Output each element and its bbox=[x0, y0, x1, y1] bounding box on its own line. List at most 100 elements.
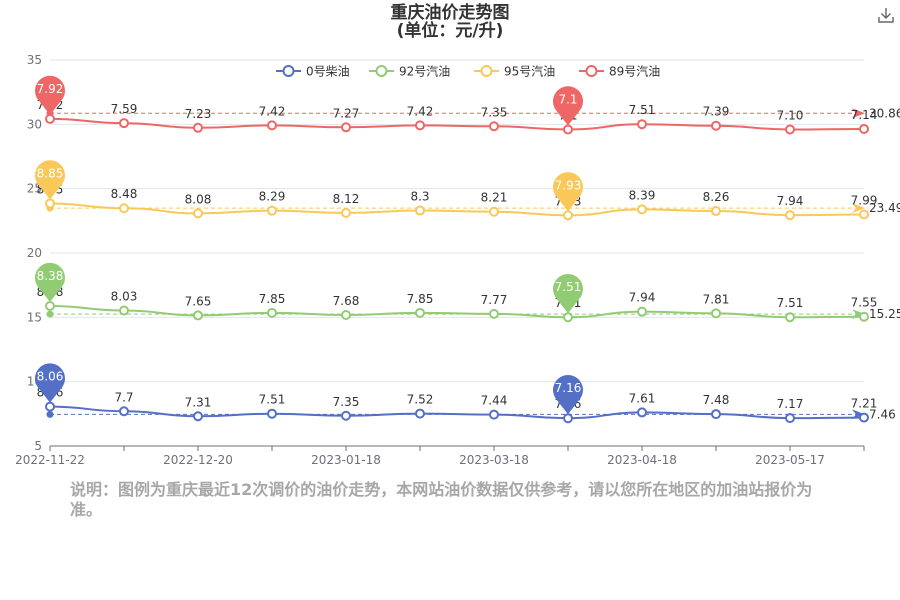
x-tick-label: 2022-12-20 bbox=[163, 453, 233, 467]
data-label: 8.3 bbox=[410, 190, 429, 204]
data-point bbox=[45, 401, 55, 412]
data-point bbox=[637, 407, 647, 418]
max-marker-label: 8.85 bbox=[37, 166, 64, 180]
data-point bbox=[119, 305, 129, 316]
x-tick-label: 2023-01-18 bbox=[311, 453, 381, 467]
data-label: 7.99 bbox=[851, 194, 878, 208]
min-marker-pin bbox=[553, 375, 583, 415]
y-tick-label: 25 bbox=[27, 182, 42, 196]
data-label: 7.14 bbox=[851, 108, 878, 122]
y-tick-label: 15 bbox=[27, 310, 42, 324]
data-label: 8.03 bbox=[111, 290, 138, 304]
series-line bbox=[49, 202, 865, 217]
data-point bbox=[489, 121, 499, 132]
min-marker-label: 7.16 bbox=[555, 381, 582, 395]
data-label: 7.7 bbox=[114, 390, 133, 404]
data-point bbox=[45, 301, 55, 312]
data-point bbox=[119, 406, 129, 417]
data-point bbox=[119, 203, 129, 214]
data-label: 7.31 bbox=[185, 395, 212, 409]
y-tick-label: 35 bbox=[27, 53, 42, 67]
data-label: 7.51 bbox=[629, 103, 656, 117]
data-point bbox=[785, 413, 795, 424]
x-tick-label: 2023-03-18 bbox=[459, 453, 529, 467]
data-label: 7.42 bbox=[259, 104, 286, 118]
series-line bbox=[49, 305, 865, 319]
data-label: 7.65 bbox=[185, 294, 212, 308]
data-point bbox=[859, 209, 869, 220]
data-point bbox=[341, 310, 351, 321]
data-label: 7.10 bbox=[777, 108, 804, 122]
average-label: 23.49 bbox=[869, 201, 900, 215]
data-point bbox=[267, 120, 277, 131]
max-marker-pin bbox=[35, 75, 65, 115]
average-label: 15.25 bbox=[869, 307, 900, 321]
data-point bbox=[711, 308, 721, 319]
data-point bbox=[415, 120, 425, 131]
data-label: 8.48 bbox=[111, 187, 138, 201]
data-label: 8.08 bbox=[185, 192, 212, 206]
max-marker-pin bbox=[35, 160, 65, 200]
min-marker-pin bbox=[553, 86, 583, 126]
min-marker-label: 7.51 bbox=[555, 280, 582, 294]
x-tick-label: 2023-05-17 bbox=[755, 453, 825, 467]
data-point bbox=[711, 120, 721, 131]
average-label: 7.46 bbox=[869, 407, 896, 421]
data-label: 7.68 bbox=[333, 294, 360, 308]
data-label: 7.21 bbox=[851, 397, 878, 411]
max-marker-pin bbox=[35, 363, 65, 403]
data-point bbox=[193, 122, 203, 133]
data-point bbox=[637, 119, 647, 130]
data-point bbox=[711, 206, 721, 217]
data-label: 8.29 bbox=[259, 190, 286, 204]
legend-swatch-dot bbox=[282, 65, 295, 77]
data-label: 7.55 bbox=[851, 296, 878, 310]
x-tick-label: 2022-11-22 bbox=[15, 453, 85, 467]
average-label: 30.86 bbox=[869, 106, 900, 120]
data-point bbox=[489, 206, 499, 217]
data-point bbox=[267, 408, 277, 419]
data-label: 7.61 bbox=[629, 391, 656, 405]
data-point bbox=[637, 306, 647, 317]
max-marker-label: 7.92 bbox=[37, 82, 64, 96]
data-label: 8.26 bbox=[703, 190, 730, 204]
data-label: 7.52 bbox=[407, 393, 434, 407]
data-point bbox=[45, 113, 55, 124]
data-point bbox=[119, 118, 129, 129]
average-start-dot bbox=[46, 310, 54, 318]
legend-label: 89号汽油 bbox=[609, 64, 660, 79]
data-point bbox=[563, 124, 573, 135]
data-point bbox=[785, 124, 795, 135]
data-label: 7.51 bbox=[259, 393, 286, 407]
data-point bbox=[859, 311, 869, 322]
average-arrow bbox=[852, 309, 865, 320]
data-point bbox=[489, 308, 499, 319]
data-point bbox=[785, 312, 795, 323]
data-point bbox=[563, 413, 573, 424]
chart-title: 重庆油价走势图 bbox=[390, 3, 510, 23]
chart-footnote: 说明：图例为重庆最近12次调价的油价走势，本网站油价数据仅供参考，请以您所在地区… bbox=[70, 480, 813, 519]
data-label: 7.17 bbox=[777, 397, 804, 411]
data-point bbox=[193, 411, 203, 422]
data-label: 7.23 bbox=[185, 107, 212, 121]
data-label: 8.21 bbox=[481, 191, 508, 205]
y-tick-label: 30 bbox=[27, 117, 42, 131]
data-label: 7.39 bbox=[703, 105, 730, 119]
y-tick-label: 5 bbox=[34, 439, 42, 453]
data-point bbox=[267, 307, 277, 318]
average-arrow bbox=[852, 203, 865, 214]
min-marker-label: 7.1 bbox=[558, 92, 577, 106]
data-label: 7.27 bbox=[333, 106, 360, 120]
x-tick-label: 2023-04-18 bbox=[607, 453, 677, 467]
data-point bbox=[637, 204, 647, 215]
data-label: 7.48 bbox=[703, 393, 730, 407]
data-point bbox=[193, 208, 203, 219]
data-label: 7.51 bbox=[777, 296, 804, 310]
y-tick-label: 20 bbox=[27, 246, 42, 260]
series-line bbox=[49, 117, 865, 131]
data-point bbox=[859, 412, 869, 423]
download-icon[interactable] bbox=[877, 6, 895, 24]
data-label: 7.77 bbox=[481, 293, 508, 307]
